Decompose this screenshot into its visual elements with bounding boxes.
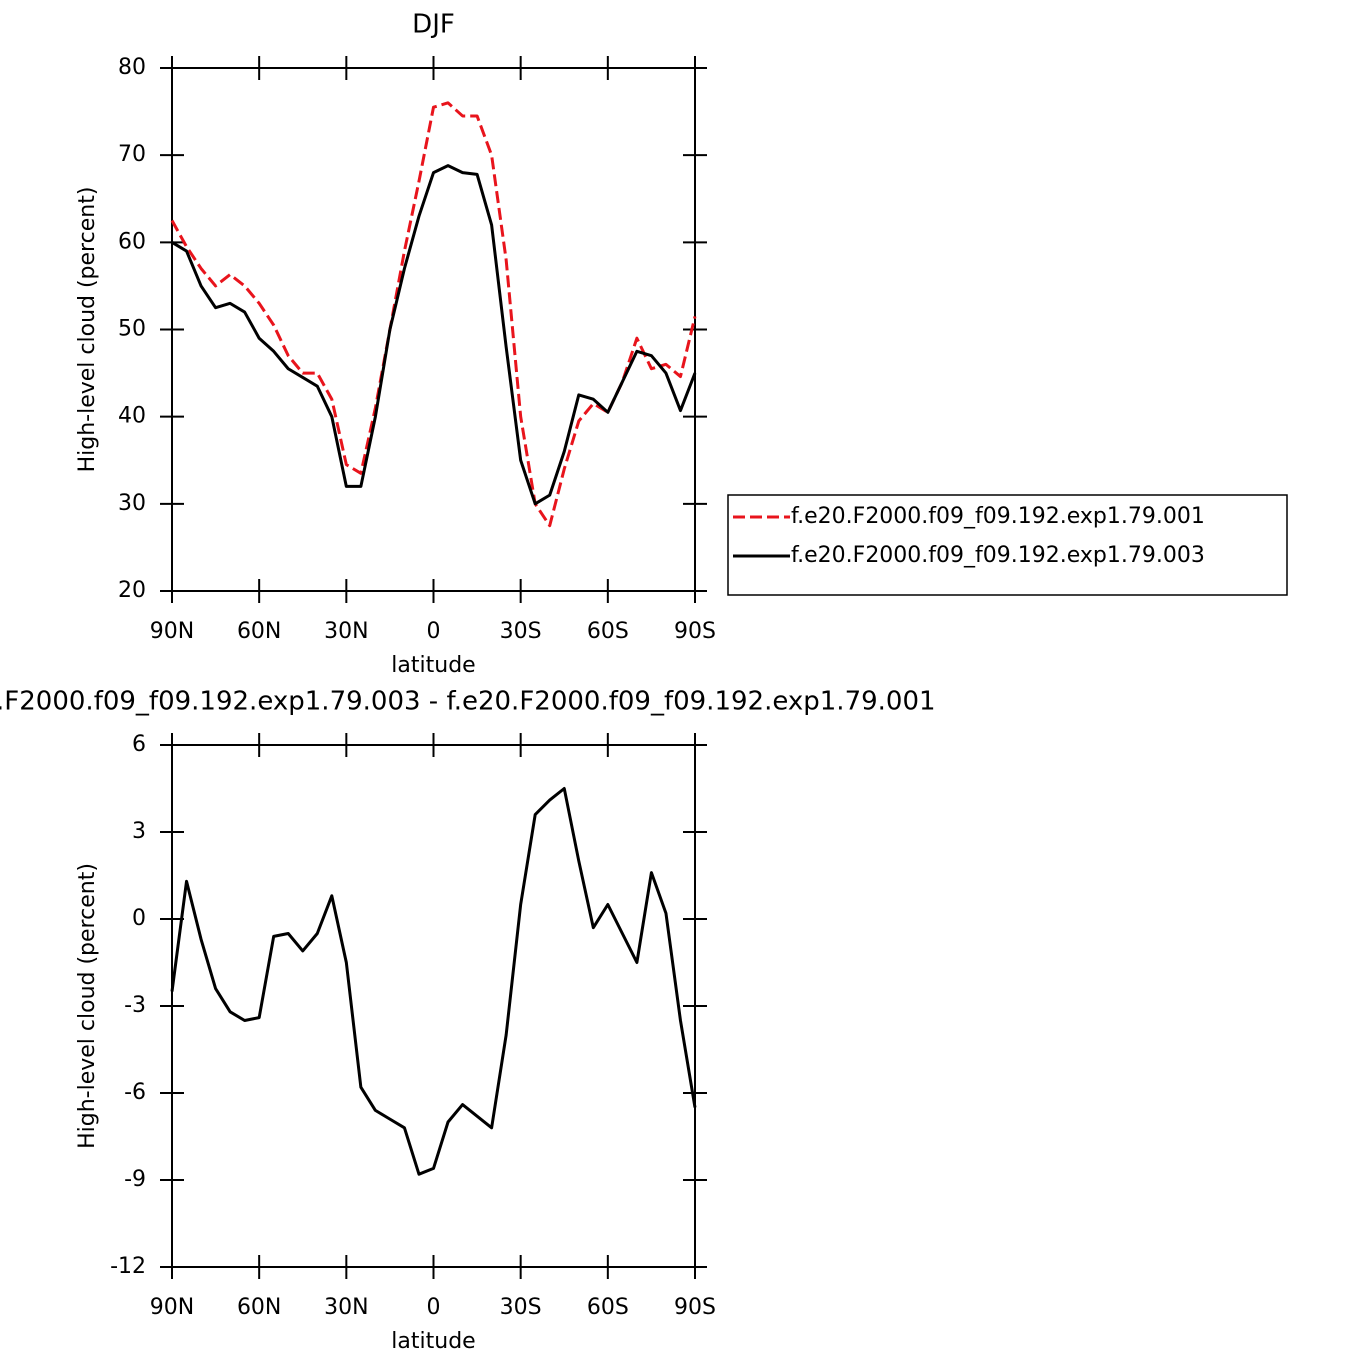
x-tick-label: 60N: [237, 1295, 281, 1320]
y-tick-label: 6: [132, 732, 146, 757]
y-tick-label: 20: [118, 578, 146, 603]
x-tick-label: 30S: [500, 619, 542, 644]
legend-box: [727, 494, 1288, 596]
y-tick-label: 70: [118, 142, 146, 167]
y-tick-label: -3: [124, 993, 146, 1018]
y-tick-label: 3: [132, 819, 146, 844]
y-tick-label: 60: [118, 229, 146, 254]
x-tick-label: 60N: [237, 619, 281, 644]
legend-label: f.e20.F2000.f09_f09.192.exp1.79.001: [791, 504, 1205, 529]
y-tick-label: -6: [124, 1080, 146, 1105]
x-tick-label: 30N: [324, 1295, 368, 1320]
x-axis-label: latitude: [391, 653, 475, 678]
chart-title: DJF: [412, 10, 455, 40]
data-line: [170, 787, 697, 1176]
y-tick-label: -9: [124, 1167, 146, 1192]
y-tick-label: 0: [132, 906, 146, 931]
y-axis-label: High-level cloud (percent): [75, 187, 100, 473]
y-tick-label: 30: [118, 491, 146, 516]
x-axis-label: latitude: [391, 1329, 475, 1354]
y-axis-label: High-level cloud (percent): [75, 863, 100, 1149]
legend-label: f.e20.F2000.f09_f09.192.exp1.79.003: [791, 543, 1205, 568]
y-tick-label: 50: [118, 317, 146, 342]
x-tick-label: 60S: [587, 1295, 629, 1320]
data-line: [171, 164, 697, 506]
plot-frame: [171, 744, 696, 1268]
data-line: [170, 101, 697, 528]
x-tick-label: 30S: [500, 1295, 542, 1320]
x-tick-label: 0: [427, 619, 441, 644]
x-tick-label: 90N: [150, 1295, 194, 1320]
x-tick-label: 30N: [324, 619, 368, 644]
x-tick-label: 90S: [674, 619, 716, 644]
plot-frame: [171, 67, 696, 592]
x-tick-label: 0: [427, 1295, 441, 1320]
x-tick-label: 60S: [587, 619, 629, 644]
chart-title: f.e20.F2000.f09_f09.192.exp1.79.003 - f.…: [0, 687, 936, 717]
x-tick-label: 90N: [150, 619, 194, 644]
y-tick-label: 40: [118, 404, 146, 429]
y-tick-label: -12: [110, 1254, 146, 1279]
x-tick-label: 90S: [674, 1295, 716, 1320]
y-tick-label: 80: [118, 55, 146, 80]
